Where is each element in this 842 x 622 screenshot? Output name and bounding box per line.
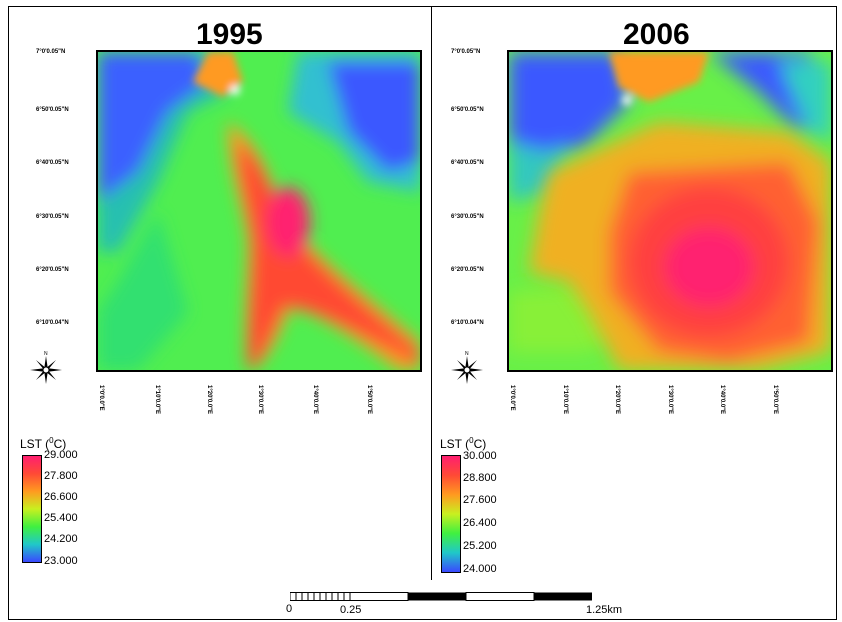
lon-label: 1°40'0.0"E xyxy=(312,385,318,415)
legend-value: 24.200 xyxy=(44,533,78,545)
lat-label: 6°40'0.05"N xyxy=(36,160,69,166)
lon-label: 1°30'0.0"E xyxy=(667,385,673,415)
scale-bar xyxy=(289,591,595,609)
legend-value: 27.600 xyxy=(463,494,497,506)
lon-label: 1°0'0.0"E xyxy=(509,385,515,411)
lat-label: 6°50'0.05"N xyxy=(451,107,484,113)
legend-value: 29.000 xyxy=(44,449,78,461)
legend-value: 28.800 xyxy=(463,472,497,484)
lat-label: 6°30'0.05"N xyxy=(36,214,69,220)
lat-label: 7°0'0.05"N xyxy=(36,49,66,55)
lst-map-1995[interactable] xyxy=(96,50,422,372)
lat-label: 6°30'0.05"N xyxy=(451,214,484,220)
map-frame xyxy=(8,6,837,620)
panel-title-2006: 2006 xyxy=(623,18,690,51)
north-arrow-icon: N xyxy=(26,350,66,395)
lat-label: 6°10'0.04"N xyxy=(451,320,484,326)
panel-title-1995: 1995 xyxy=(196,18,263,51)
lat-label: 6°40'0.05"N xyxy=(451,160,484,166)
legend-value: 23.000 xyxy=(44,555,78,567)
scale-label: 0.25 xyxy=(340,604,362,616)
legend-color-bar xyxy=(441,455,461,573)
legend-value: 25.200 xyxy=(463,540,497,552)
lon-label: 1°40'0.0"E xyxy=(719,385,725,415)
lat-label: 7°0'0.05"N xyxy=(451,49,481,55)
legend-value: 30.000 xyxy=(463,450,497,462)
lat-label: 6°10'0.04"N xyxy=(36,320,69,326)
panel-divider xyxy=(431,6,432,580)
lon-label: 1°20'0.0"E xyxy=(206,385,212,415)
legend-value: 27.800 xyxy=(44,470,78,482)
lon-label: 1°10'0.0"E xyxy=(562,385,568,415)
legend-color-bar xyxy=(22,455,42,563)
scale-label: 0 xyxy=(286,603,293,615)
legend-value: 26.400 xyxy=(463,517,497,529)
legend-value: 26.600 xyxy=(44,491,78,503)
lon-label: 1°50'0.0"E xyxy=(772,385,778,415)
legend-title: LST (0C) xyxy=(440,436,487,451)
lon-label: 1°0'0.0"E xyxy=(98,385,104,411)
north-arrow-icon: N xyxy=(447,350,487,395)
lon-label: 1°20'0.0"E xyxy=(614,385,620,415)
lon-label: 1°50'0.0"E xyxy=(366,385,372,415)
lon-label: 1°10'0.0"E xyxy=(154,385,160,415)
lat-label: 6°50'0.05"N xyxy=(36,107,69,113)
lon-label: 1°30'0.0"E xyxy=(257,385,263,415)
legend-value: 25.400 xyxy=(44,512,78,524)
lat-label: 6°20'0.05"N xyxy=(451,267,484,273)
legend-value: 24.000 xyxy=(463,563,497,575)
lst-map-2006[interactable] xyxy=(507,50,833,372)
lat-label: 6°20'0.05"N xyxy=(36,267,69,273)
legend-title: LST (0C) xyxy=(20,436,67,451)
svg-text:N: N xyxy=(465,351,469,357)
svg-text:N: N xyxy=(44,351,48,357)
scale-label: 1.25km xyxy=(586,604,623,616)
